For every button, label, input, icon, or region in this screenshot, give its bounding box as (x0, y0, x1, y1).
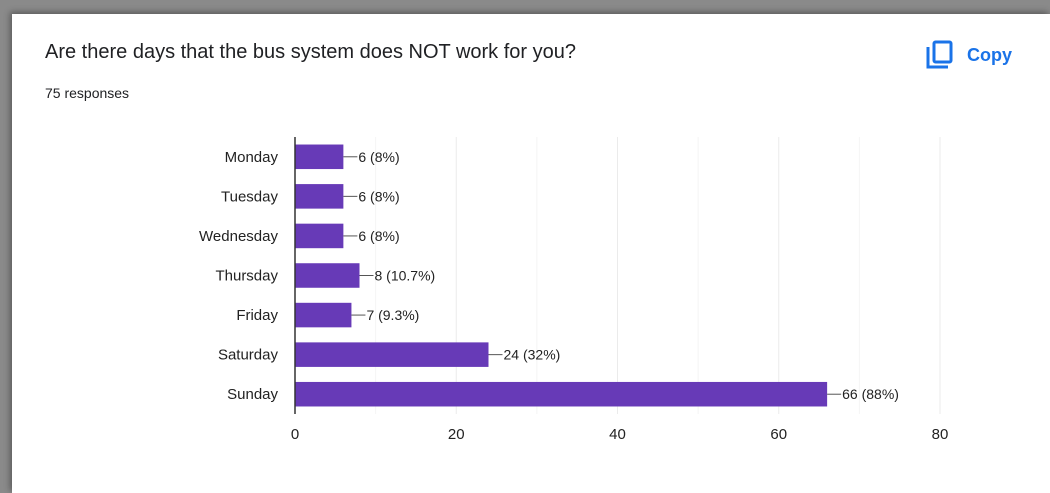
value-label: 7 (9.3%) (366, 307, 419, 323)
category-label: Tuesday (221, 188, 278, 205)
x-tick-label: 60 (770, 426, 787, 443)
category-label: Sunday (227, 386, 278, 403)
value-label: 66 (88%) (842, 386, 899, 402)
x-tick-label: 40 (609, 426, 626, 443)
bar-wednesday (295, 224, 343, 249)
value-label: 6 (8%) (358, 188, 399, 204)
bar-sunday (295, 382, 827, 407)
bar-friday (295, 303, 351, 328)
category-label: Friday (236, 307, 278, 324)
bar-monday (295, 145, 343, 170)
category-label: Monday (225, 149, 279, 166)
category-label: Wednesday (199, 228, 278, 245)
value-label: 8 (10.7%) (375, 268, 436, 284)
chart-gridlines (376, 137, 940, 414)
x-tick-label: 0 (291, 426, 299, 443)
category-label: Saturday (218, 347, 279, 364)
value-label: 6 (8%) (358, 228, 399, 244)
bar-thursday (295, 263, 360, 288)
x-tick-label: 80 (932, 426, 949, 443)
value-label: 6 (8%) (358, 149, 399, 165)
bar-tuesday (295, 184, 343, 209)
category-label: Thursday (215, 268, 278, 285)
bar-saturday (295, 342, 489, 367)
x-tick-label: 20 (448, 426, 465, 443)
value-label: 24 (32%) (504, 347, 561, 363)
